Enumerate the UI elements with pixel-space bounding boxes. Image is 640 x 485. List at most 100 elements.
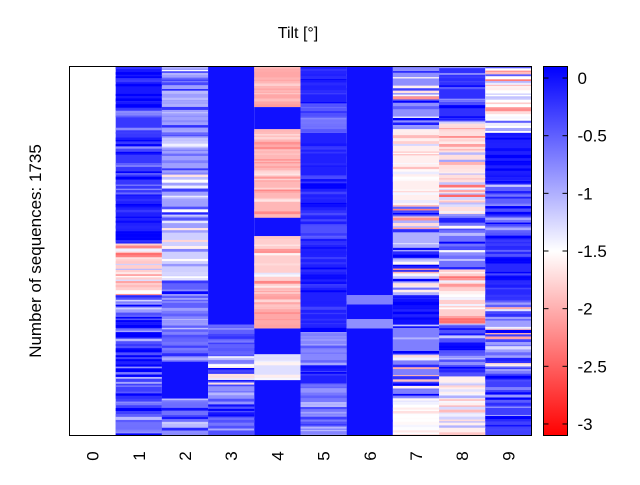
heatmap-cell	[439, 128, 485, 129]
heatmap-cell	[301, 307, 347, 310]
heatmap-cell	[393, 326, 439, 328]
heatmap-cell	[439, 356, 485, 358]
heatmap-cell	[301, 282, 347, 284]
heatmap-cell	[393, 213, 439, 215]
heatmap-cell	[116, 108, 162, 110]
heatmap-cell	[254, 159, 300, 161]
heatmap-cell	[301, 203, 347, 204]
heatmap-cell	[162, 301, 208, 302]
heatmap-cell	[439, 149, 485, 150]
heatmap-cell	[116, 301, 162, 303]
heatmap-cell	[485, 429, 531, 431]
heatmap-cell	[208, 370, 254, 372]
heatmap-cell	[301, 219, 347, 221]
heatmap-cell	[208, 409, 254, 411]
heatmap-cell	[208, 429, 254, 431]
heatmap-cell	[439, 105, 485, 108]
heatmap-cell	[485, 204, 531, 205]
heatmap-cell	[393, 77, 439, 78]
heatmap-cell	[301, 371, 347, 372]
heatmap-cell	[254, 218, 300, 236]
heatmap-cell	[116, 310, 162, 313]
heatmap-cell	[162, 278, 208, 280]
heatmap-cell	[393, 433, 439, 434]
heatmap-cell	[254, 245, 300, 246]
heatmap-cell	[393, 286, 439, 287]
heatmap-cell	[301, 344, 347, 345]
heatmap-cell	[162, 240, 208, 242]
heatmap-cell	[301, 346, 347, 349]
x-tick-label: 0	[84, 451, 103, 460]
heatmap-cell	[301, 333, 347, 336]
heatmap-cell	[116, 140, 162, 141]
heatmap-cell	[393, 269, 439, 271]
heatmap-cell	[485, 327, 531, 329]
heatmap-cell	[116, 403, 162, 405]
heatmap-cell	[254, 86, 300, 88]
heatmap-cell	[439, 272, 485, 273]
heatmap-cell	[208, 358, 254, 360]
heatmap-cell	[301, 82, 347, 85]
heatmap-cell	[162, 118, 208, 120]
heatmap-cell	[116, 329, 162, 331]
heatmap-cell	[116, 276, 162, 277]
heatmap-cell	[301, 107, 347, 108]
heatmap-cell	[393, 151, 439, 153]
heatmap-cell	[439, 353, 485, 356]
heatmap-cell	[116, 231, 162, 234]
heatmap-cell	[347, 67, 393, 296]
heatmap-cell	[485, 156, 531, 158]
x-tick-label: 9	[499, 451, 518, 460]
heatmap-cell	[439, 141, 485, 144]
heatmap-cell	[439, 78, 485, 81]
heatmap-cell	[485, 181, 531, 183]
heatmap-cell	[254, 142, 300, 145]
heatmap-cell	[439, 333, 485, 335]
heatmap-cell	[439, 174, 485, 175]
heatmap-cell	[393, 144, 439, 146]
heatmap-cell	[485, 279, 531, 280]
heatmap-cell	[162, 81, 208, 82]
heatmap-cell	[162, 91, 208, 94]
heatmap-cell	[439, 99, 485, 100]
heatmap-cell	[301, 192, 347, 195]
heatmap-cell	[301, 336, 347, 337]
heatmap-cell	[393, 101, 439, 103]
heatmap-cell	[301, 332, 347, 333]
heatmap-cell	[254, 286, 300, 288]
heatmap-cell	[254, 362, 300, 365]
heatmap-cell	[162, 408, 208, 411]
heatmap-cell	[439, 294, 485, 297]
heatmap-cell	[301, 186, 347, 188]
heatmap-cell	[393, 337, 439, 339]
heatmap-cell	[208, 325, 254, 327]
heatmap-cell	[162, 298, 208, 299]
heatmap-cell	[485, 425, 531, 427]
heatmap-cell	[301, 390, 347, 393]
heatmap-cell	[162, 116, 208, 117]
heatmap-cell	[393, 132, 439, 135]
heatmap-cell	[301, 368, 347, 371]
heatmap-cell	[162, 207, 208, 210]
heatmap-cell	[116, 294, 162, 295]
heatmap-cell	[116, 171, 162, 173]
heatmap-cell	[301, 388, 347, 389]
heatmap-cell	[485, 223, 531, 225]
heatmap-cell	[393, 325, 439, 327]
heatmap-cell	[116, 132, 162, 134]
heatmap-cell	[254, 149, 300, 150]
heatmap-cell	[439, 211, 485, 213]
heatmap-cell	[393, 400, 439, 402]
heatmap-cell	[301, 76, 347, 79]
heatmap-cell	[439, 414, 485, 417]
heatmap-cell	[254, 296, 300, 299]
heatmap-cell	[485, 128, 531, 131]
heatmap-cell	[116, 382, 162, 384]
heatmap-cell	[485, 174, 531, 176]
heatmap-cell	[439, 284, 485, 287]
heatmap-cell	[485, 415, 531, 416]
heatmap-cell	[347, 319, 393, 328]
heatmap-cell	[301, 365, 347, 368]
